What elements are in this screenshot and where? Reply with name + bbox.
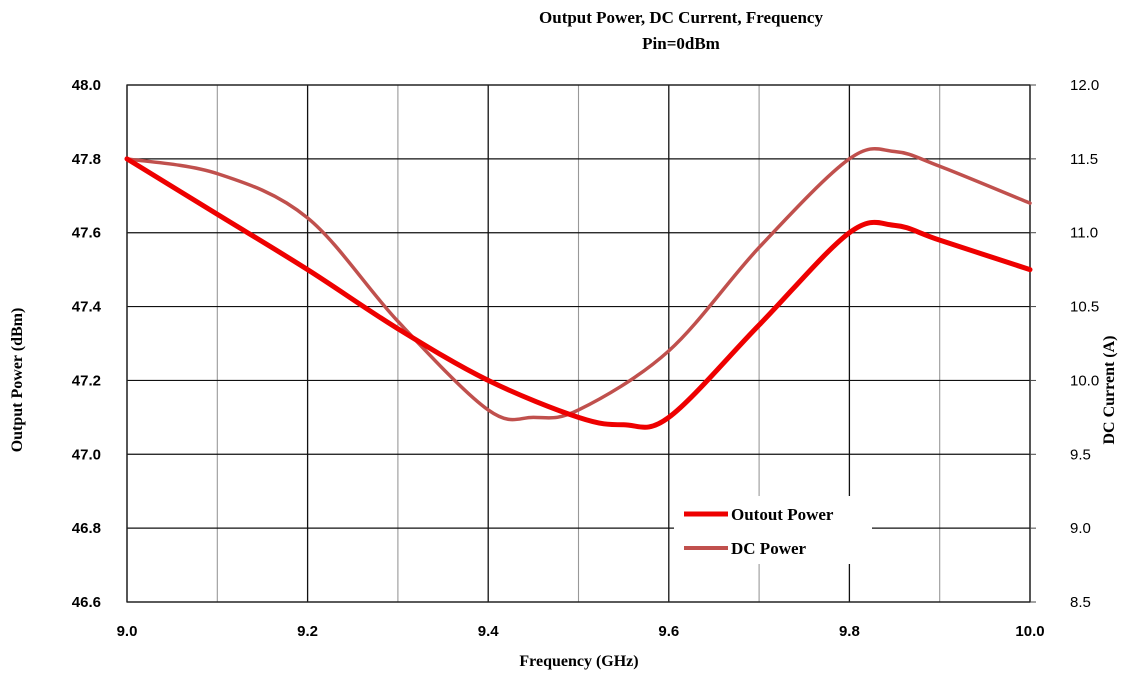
- y-tick-label-left: 48.0: [72, 77, 101, 94]
- y-tick-label-right: 11.0: [1070, 225, 1098, 242]
- y-tick-label-left: 47.6: [72, 225, 101, 242]
- y-tick-label-left: 46.8: [72, 520, 101, 537]
- right-axis: 8.5 9.0 9.5 10.0 10.5 11.0 11.5 12.0: [1030, 77, 1099, 611]
- x-tick-label: 9.0: [117, 623, 138, 640]
- y-tick-label-right: 8.5: [1070, 594, 1091, 611]
- y-tick-label-right: 12.0: [1070, 77, 1099, 94]
- plot-border: [126, 84, 1031, 603]
- series-line-dc-power: [125, 146, 1032, 422]
- left-axis: 46.6 46.8 47.0 47.2 47.4 47.6 47.8 48.0: [72, 77, 102, 611]
- y-tick-label-right: 9.0: [1070, 520, 1091, 537]
- y-tick-label-right: 10.0: [1070, 372, 1099, 389]
- legend-label-dc-power: DC Power: [731, 539, 807, 558]
- legend-background: [674, 496, 872, 564]
- x-tick-label: 9.6: [658, 623, 679, 640]
- y-tick-label-right: 11.5: [1070, 151, 1098, 168]
- y-tick-label-left: 47.0: [72, 446, 101, 463]
- chart-subtitle: Pin=0dBm: [642, 34, 720, 53]
- grid: [126, 84, 1031, 603]
- y-tick-label-right: 9.5: [1070, 446, 1091, 463]
- y-tick-label-left: 47.4: [72, 299, 102, 316]
- legend-label-output-power: Outout Power: [731, 505, 834, 524]
- y-tick-label-left: 46.6: [72, 594, 101, 611]
- x-axis-label: Frequency (GHz): [519, 653, 638, 670]
- x-tick-label: 9.8: [839, 623, 860, 640]
- series-line-output-power: [124, 156, 1033, 430]
- y-axis-label-right: DC Current (A): [1101, 335, 1118, 444]
- x-tick-label: 9.4: [478, 623, 500, 640]
- series-layer: [124, 146, 1033, 430]
- x-tick-label: 9.2: [297, 623, 318, 640]
- y-tick-label-left: 47.8: [72, 151, 101, 168]
- y-tick-label-right: 10.5: [1070, 299, 1099, 316]
- x-tick-label: 10.0: [1015, 623, 1044, 640]
- chart-title: Output Power, DC Current, Frequency: [539, 8, 823, 27]
- y-tick-label-left: 47.2: [72, 372, 101, 389]
- y-axis-label-left: Output Power (dBm): [9, 308, 26, 453]
- legend: Outout Power DC Power: [674, 496, 872, 564]
- x-axis: 9.0 9.2 9.4 9.6 9.8 10.0: [117, 623, 1045, 640]
- plot-frame: [126, 84, 1031, 603]
